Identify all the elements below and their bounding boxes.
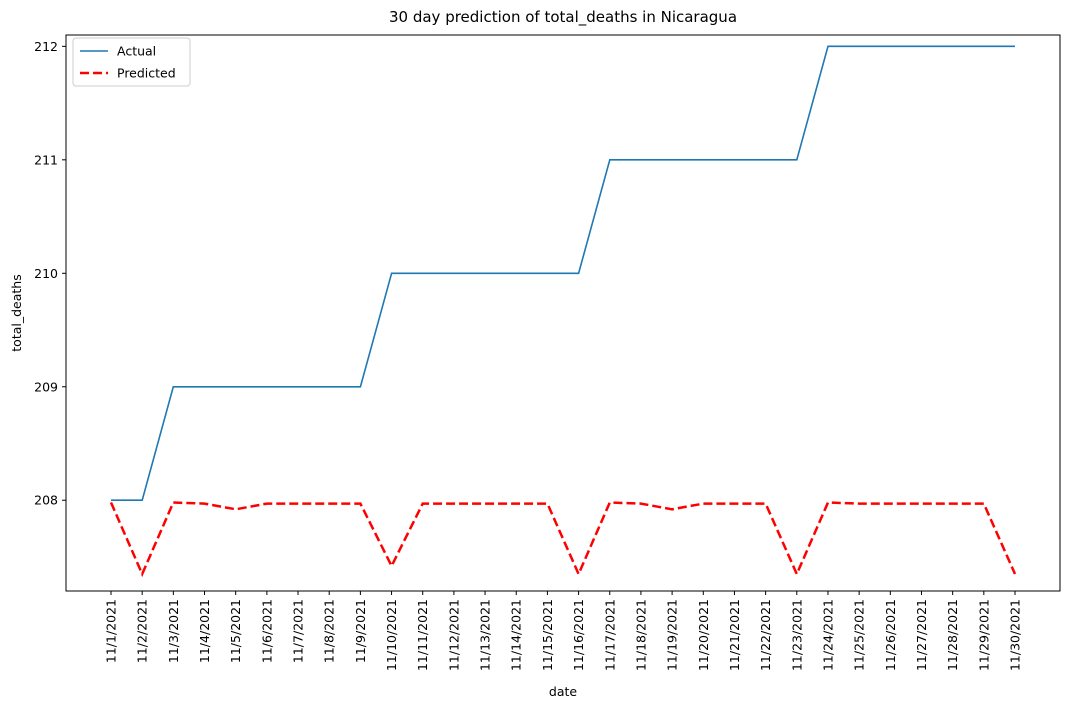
x-tick-label: 11/9/2021 [353,599,368,663]
y-tick-label: 212 [34,39,58,54]
y-axis-label: total_deaths [9,274,24,351]
x-tick-label: 11/3/2021 [166,599,181,663]
x-tick-label: 11/18/2021 [633,599,648,671]
plot-frame [65,34,1061,592]
x-axis: 11/1/2021 11/2/2021 11/3/2021 11/4/2021 11/5… [104,591,1023,671]
x-tick-label: 11/21/2021 [727,599,742,671]
series-line-actual [111,45,1015,502]
x-tick-label: 11/16/2021 [571,599,586,671]
y-axis: 208 209 210 211 212 [34,39,66,508]
x-tick-label: 11/14/2021 [509,599,524,671]
x-tick-label: 11/22/2021 [758,599,773,671]
x-tick-label: 11/6/2021 [259,599,274,663]
x-tick-label: 11/26/2021 [883,599,898,671]
y-tick-label: 209 [34,379,58,394]
x-tick-label: 11/1/2021 [104,599,119,663]
x-tick-label: 11/27/2021 [914,599,929,671]
y-tick-label: 210 [34,266,58,281]
x-tick-label: 11/10/2021 [384,599,399,671]
x-tick-label: 11/2/2021 [135,599,150,663]
chart-title: 30 day prediction of total_deaths in Nic… [389,8,737,27]
x-tick-label: 11/5/2021 [228,599,243,663]
x-tick-label: 11/20/2021 [696,599,711,671]
x-tick-label: 11/23/2021 [789,599,804,671]
y-tick-label: 211 [34,152,58,167]
x-tick-label: 11/28/2021 [945,599,960,671]
x-tick-label: 11/25/2021 [852,599,867,671]
x-tick-label: 11/24/2021 [820,599,835,671]
x-tick-label: 11/15/2021 [540,599,555,671]
x-tick-label: 11/17/2021 [602,599,617,671]
legend-label: Predicted [117,66,176,81]
x-axis-label: date [549,684,577,699]
series-line-predicted [109,501,1017,578]
legend: Actual Predicted [72,37,191,87]
x-tick-label: 11/12/2021 [446,599,461,671]
series-layer [109,45,1017,578]
x-tick-label: 11/11/2021 [415,599,430,671]
legend-box [72,37,191,87]
plot-area [65,34,1061,592]
x-tick-label: 11/4/2021 [197,599,212,663]
x-tick-label: 11/19/2021 [665,599,680,671]
y-tick-label: 208 [34,493,58,508]
x-tick-label: 11/30/2021 [1008,599,1023,671]
x-tick-label: 11/29/2021 [976,599,991,671]
x-tick-label: 11/8/2021 [322,599,337,663]
x-tick-label: 11/7/2021 [291,599,306,663]
x-tick-label: 11/13/2021 [478,599,493,671]
legend-label: Actual [117,44,156,59]
